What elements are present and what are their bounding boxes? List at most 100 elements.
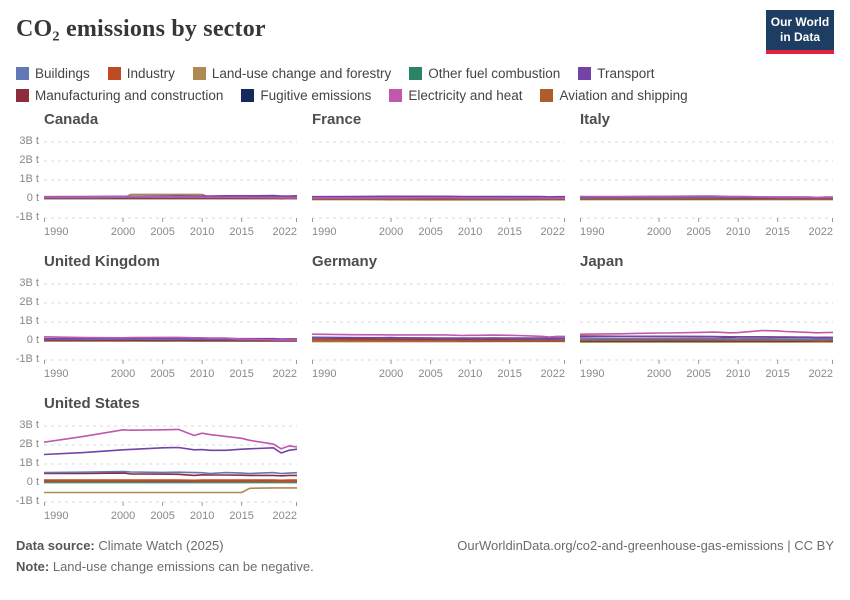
data-source-label: Data source:	[16, 538, 95, 553]
legend-swatch-fugitive-emissions	[241, 89, 255, 102]
legend-label: Electricity and heat	[408, 88, 523, 103]
legend-label: Aviation and shipping	[559, 88, 688, 103]
header: CO₂ emissions by sector Our World in Dat…	[16, 10, 834, 54]
series-line-manufacturing-and-construction	[44, 472, 297, 477]
chart-title-united-states: United States	[44, 395, 140, 412]
x-tick-label: 2015	[229, 510, 254, 522]
y-tick-label: 0 t	[26, 334, 39, 346]
x-tick-label: 2022	[540, 368, 565, 380]
x-tick-label: 2000	[110, 510, 136, 522]
y-tick-label: 2B t	[19, 438, 39, 450]
x-tick-label: 2000	[110, 368, 136, 380]
x-tick-label: 2022	[272, 510, 297, 522]
legend-swatch-manufacturing-and-construction	[16, 89, 29, 102]
x-tick-label: 2022	[540, 226, 565, 238]
data-source-value: Climate Watch (2025)	[98, 538, 224, 553]
charts-grid: Canada 3B t 2B t 1B t 0 t -1B t 1990 2000 2005 20…	[16, 111, 834, 524]
page-title: CO₂ emissions by sector	[16, 16, 266, 42]
chart-title-canada: Canada	[44, 111, 99, 128]
y-tick-label: 1B t	[19, 173, 39, 185]
x-tick-label: 2015	[765, 226, 790, 238]
legend-swatch-other-fuel-combustion	[409, 67, 423, 80]
chart-plot-canada	[44, 141, 297, 222]
y-tick-label: 2B t	[19, 154, 39, 166]
chart-japan: Japan 1990 2000 2005 2010 2015 2022	[580, 253, 833, 382]
series-line-transport	[580, 335, 833, 339]
legend-swatch-buildings	[16, 67, 29, 80]
x-tick-label: 1990	[44, 226, 69, 238]
legend-item-fugitive-emissions: Fugitive emissions	[241, 88, 371, 103]
x-tick-label: 1990	[312, 368, 337, 380]
legend-label: Transport	[597, 66, 655, 81]
owid-logo[interactable]: Our World in Data	[766, 10, 834, 54]
y-tick-label: 0 t	[26, 476, 39, 488]
series-line-electricity-and-heat	[44, 195, 297, 199]
chart-plot-united-states	[44, 425, 297, 506]
y-tick-label: 1B t	[19, 457, 39, 469]
x-tick-label: 2010	[189, 510, 215, 522]
series-line-aviation-and-shipping	[44, 480, 297, 483]
legend-label: Buildings	[35, 66, 90, 81]
chart-plot-italy	[580, 141, 833, 222]
note-value: Land-use change emissions can be negativ…	[52, 559, 314, 574]
y-tick-label: 1B t	[19, 315, 39, 327]
chart-france: France 1990 2000 2005 2010 2015 2022	[312, 111, 565, 240]
y-tick-label: -1B t	[15, 353, 39, 365]
x-tick-label: 2005	[150, 226, 175, 238]
x-axis-labels: 1990 2000 2005 2010 2015 2022	[44, 368, 297, 382]
chart-united-kingdom: United Kingdom 3B t 2B t 1B t 0 t -1B t 1990 20…	[16, 253, 297, 382]
x-tick-label: 1990	[44, 510, 69, 522]
series-line-electricity-and-heat	[312, 196, 565, 199]
x-tick-label: 2005	[150, 510, 175, 522]
x-tick-label: 2010	[189, 368, 215, 380]
series-line-industry	[312, 338, 565, 341]
legend-swatch-transport	[578, 67, 592, 80]
x-axis-labels: 1990 2000 2005 2010 2015 2022	[312, 368, 565, 382]
y-tick-label: 3B t	[19, 135, 39, 147]
legend-label: Land-use change and forestry	[211, 66, 392, 81]
x-axis-labels: 1990 2000 2005 2010 2015 2022	[44, 226, 297, 240]
chart-page: CO₂ emissions by sector Our World in Dat…	[16, 10, 834, 580]
legend-label: Industry	[126, 66, 175, 81]
chart-title-italy: Italy	[580, 111, 611, 128]
footer-url[interactable]: OurWorldinData.org/co2-and-greenhouse-ga…	[457, 538, 834, 553]
series-line-transport	[312, 195, 565, 198]
footer-left: Data source: Climate Watch (2025) Note: …	[16, 538, 314, 580]
data-source-line: Data source: Climate Watch (2025)	[16, 538, 314, 553]
x-tick-label: 2022	[808, 368, 833, 380]
series-line-electricity-and-heat	[44, 428, 297, 450]
y-tick-label: 2B t	[19, 296, 39, 308]
y-tick-label: 0 t	[26, 192, 39, 204]
y-axis-labels: 3B t 2B t 1B t 0 t -1B t	[16, 133, 44, 240]
legend-item-aviation-and-shipping: Aviation and shipping	[540, 88, 688, 103]
x-tick-label: 2022	[272, 368, 297, 380]
series-line-transport	[312, 336, 565, 340]
x-tick-label: 2000	[646, 226, 672, 238]
legend-item-electricity-and-heat: Electricity and heat	[389, 88, 522, 103]
x-tick-label: 2015	[765, 368, 790, 380]
chart-plot-united-kingdom	[44, 283, 297, 364]
x-tick-label: 1990	[312, 226, 337, 238]
note-label: Note:	[16, 559, 50, 574]
x-tick-label: 2022	[808, 226, 833, 238]
legend-label: Other fuel combustion	[428, 66, 561, 81]
chart-canada: Canada 3B t 2B t 1B t 0 t -1B t 1990 2000 2005 20…	[16, 111, 297, 240]
x-axis-labels: 1990 2000 2005 2010 2015 2022	[580, 368, 833, 382]
legend-label: Manufacturing and construction	[35, 88, 224, 103]
legend-swatch-aviation-and-shipping	[540, 89, 554, 102]
legend-item-other-fuel-combustion: Other fuel combustion	[409, 66, 560, 81]
x-tick-label: 2005	[686, 368, 711, 380]
series-line-transport	[44, 446, 297, 456]
x-tick-label: 1990	[580, 368, 605, 380]
chart-title-united-kingdom: United Kingdom	[44, 253, 160, 270]
x-tick-label: 2010	[725, 226, 751, 238]
chart-title-france: France	[312, 111, 362, 128]
x-tick-label: 2015	[497, 368, 522, 380]
legend-item-land-use-change-and-forestry: Land-use change and forestry	[192, 66, 392, 81]
footer: Data source: Climate Watch (2025) Note: …	[16, 538, 834, 580]
series-line-electricity-and-heat	[44, 335, 297, 341]
x-tick-label: 2005	[150, 368, 175, 380]
x-tick-label: 2005	[686, 226, 711, 238]
note-line: Note: Land-use change emissions can be n…	[16, 559, 314, 574]
legend-row-1: Buildings Industry Land-use change and for…	[16, 66, 834, 81]
